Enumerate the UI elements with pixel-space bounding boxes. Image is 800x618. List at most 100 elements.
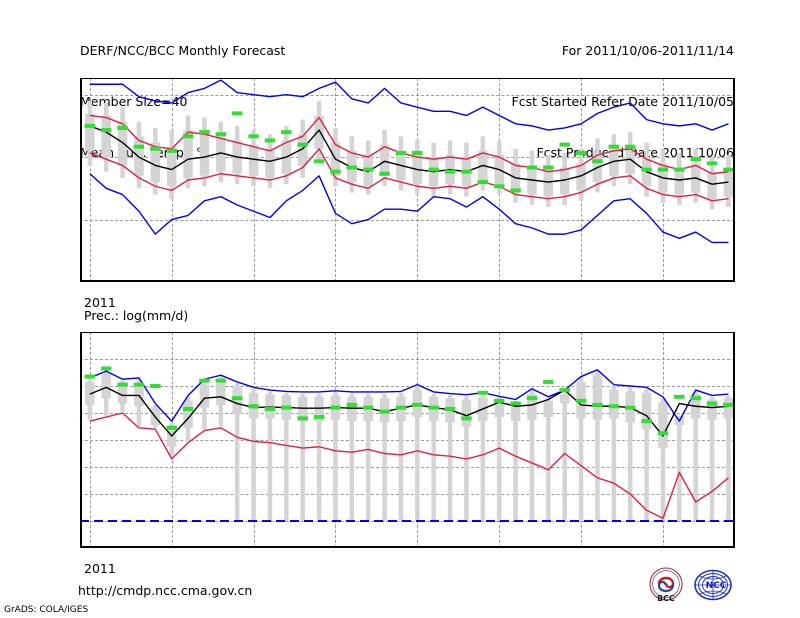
median-marker [346, 165, 358, 170]
series-min [89, 412, 729, 520]
median-marker [264, 138, 276, 143]
spread-box [216, 136, 226, 172]
median-marker [624, 144, 636, 149]
spread-box [658, 402, 668, 449]
median-marker [493, 398, 505, 403]
median-marker [166, 425, 177, 430]
temperature-axis-year-label: 2011 [84, 295, 116, 310]
median-marker [428, 167, 439, 172]
series-ensemble-mean [89, 386, 729, 437]
median-marker [231, 396, 243, 401]
median-marker [248, 134, 259, 139]
spread-whisker [693, 391, 698, 521]
spread-box [117, 384, 128, 404]
spread-box [314, 396, 324, 422]
refer-date-label: Fcst Started Refer Date 2011/10/05 [511, 94, 735, 109]
gridline-horizontal [80, 219, 735, 221]
spread-whisker [611, 386, 617, 521]
spread-box [134, 136, 144, 176]
spread-box [559, 394, 570, 404]
series-min [89, 173, 729, 244]
grads-attribution: GrADS: COLA/IGES [4, 605, 89, 615]
median-marker [182, 406, 194, 411]
spread-box [297, 134, 308, 166]
median-marker [723, 167, 734, 172]
median-marker [150, 146, 161, 151]
temperature-panel-frame [80, 78, 735, 282]
spread-box [543, 400, 554, 418]
median-marker [215, 378, 227, 383]
median-marker [690, 396, 701, 401]
median-marker [313, 415, 325, 420]
chart-series-layer [80, 366, 735, 522]
spread-box [625, 146, 635, 174]
median-marker [281, 130, 292, 135]
spread-whisker [627, 387, 633, 521]
median-marker [100, 366, 112, 371]
median-marker [248, 404, 259, 409]
spread-whisker [251, 388, 256, 521]
median-marker [379, 171, 390, 176]
spread-box [183, 130, 193, 178]
gridline-horizontal [80, 413, 735, 414]
chart-series-layer [84, 79, 734, 244]
median-marker [723, 402, 734, 407]
median-marker [84, 123, 96, 128]
median-marker [493, 184, 505, 189]
spread-whisker [660, 398, 666, 521]
spread-box [723, 398, 734, 419]
spread-whisker [480, 394, 486, 521]
source-url[interactable]: http://cmdp.ncc.cma.gov.cn [78, 583, 253, 598]
precipitation-panel-frame [80, 332, 735, 548]
bcc-logo-text: BCC [657, 594, 675, 603]
median-marker [543, 379, 554, 384]
median-marker [428, 405, 439, 410]
median-marker [330, 169, 341, 174]
spread-whisker [726, 395, 731, 521]
median-marker [330, 405, 341, 410]
spread-box [641, 392, 652, 430]
spread-whisker [431, 393, 436, 521]
series-ensemble-mean [89, 125, 729, 185]
median-marker [395, 150, 407, 155]
spread-box [199, 384, 210, 408]
median-marker [444, 406, 456, 411]
median-marker [297, 142, 308, 147]
gridline-horizontal [80, 157, 735, 159]
median-marker [510, 401, 521, 406]
median-marker [477, 180, 489, 185]
spread-whisker [333, 391, 338, 521]
spread-box [216, 380, 226, 405]
spread-whisker [644, 388, 649, 521]
spread-box [609, 148, 619, 176]
spread-box [559, 167, 570, 195]
spread-whisker [595, 371, 600, 521]
spread-whisker [447, 394, 453, 521]
spread-box [166, 146, 177, 187]
spread-whisker [513, 400, 518, 521]
median-marker [346, 402, 358, 407]
spread-box [150, 142, 161, 183]
gridline-horizontal [80, 494, 735, 495]
spread-box [265, 394, 275, 419]
spread-whisker [562, 391, 567, 521]
gridline-vertical [89, 78, 91, 282]
median-marker [133, 382, 145, 387]
spread-box [117, 121, 128, 166]
median-marker [412, 402, 423, 407]
median-marker [166, 148, 177, 153]
spread-whisker [496, 397, 502, 521]
median-marker [592, 402, 603, 407]
spread-whisker [546, 398, 551, 521]
median-marker [379, 409, 390, 414]
spread-whisker [709, 396, 715, 521]
median-marker [641, 167, 652, 172]
median-marker [444, 169, 456, 174]
precipitation-plot-area: -5-4-3-2-101236OCT11OCT16OCT21OCT26OCT1N… [80, 332, 735, 548]
bcc-logo: BCC [645, 566, 687, 606]
spread-whisker [267, 391, 273, 521]
spread-box [609, 390, 619, 419]
median-marker [526, 396, 538, 401]
precipitation-panel: -5-4-3-2-101236OCT11OCT16OCT21OCT26OCT1N… [80, 332, 735, 548]
